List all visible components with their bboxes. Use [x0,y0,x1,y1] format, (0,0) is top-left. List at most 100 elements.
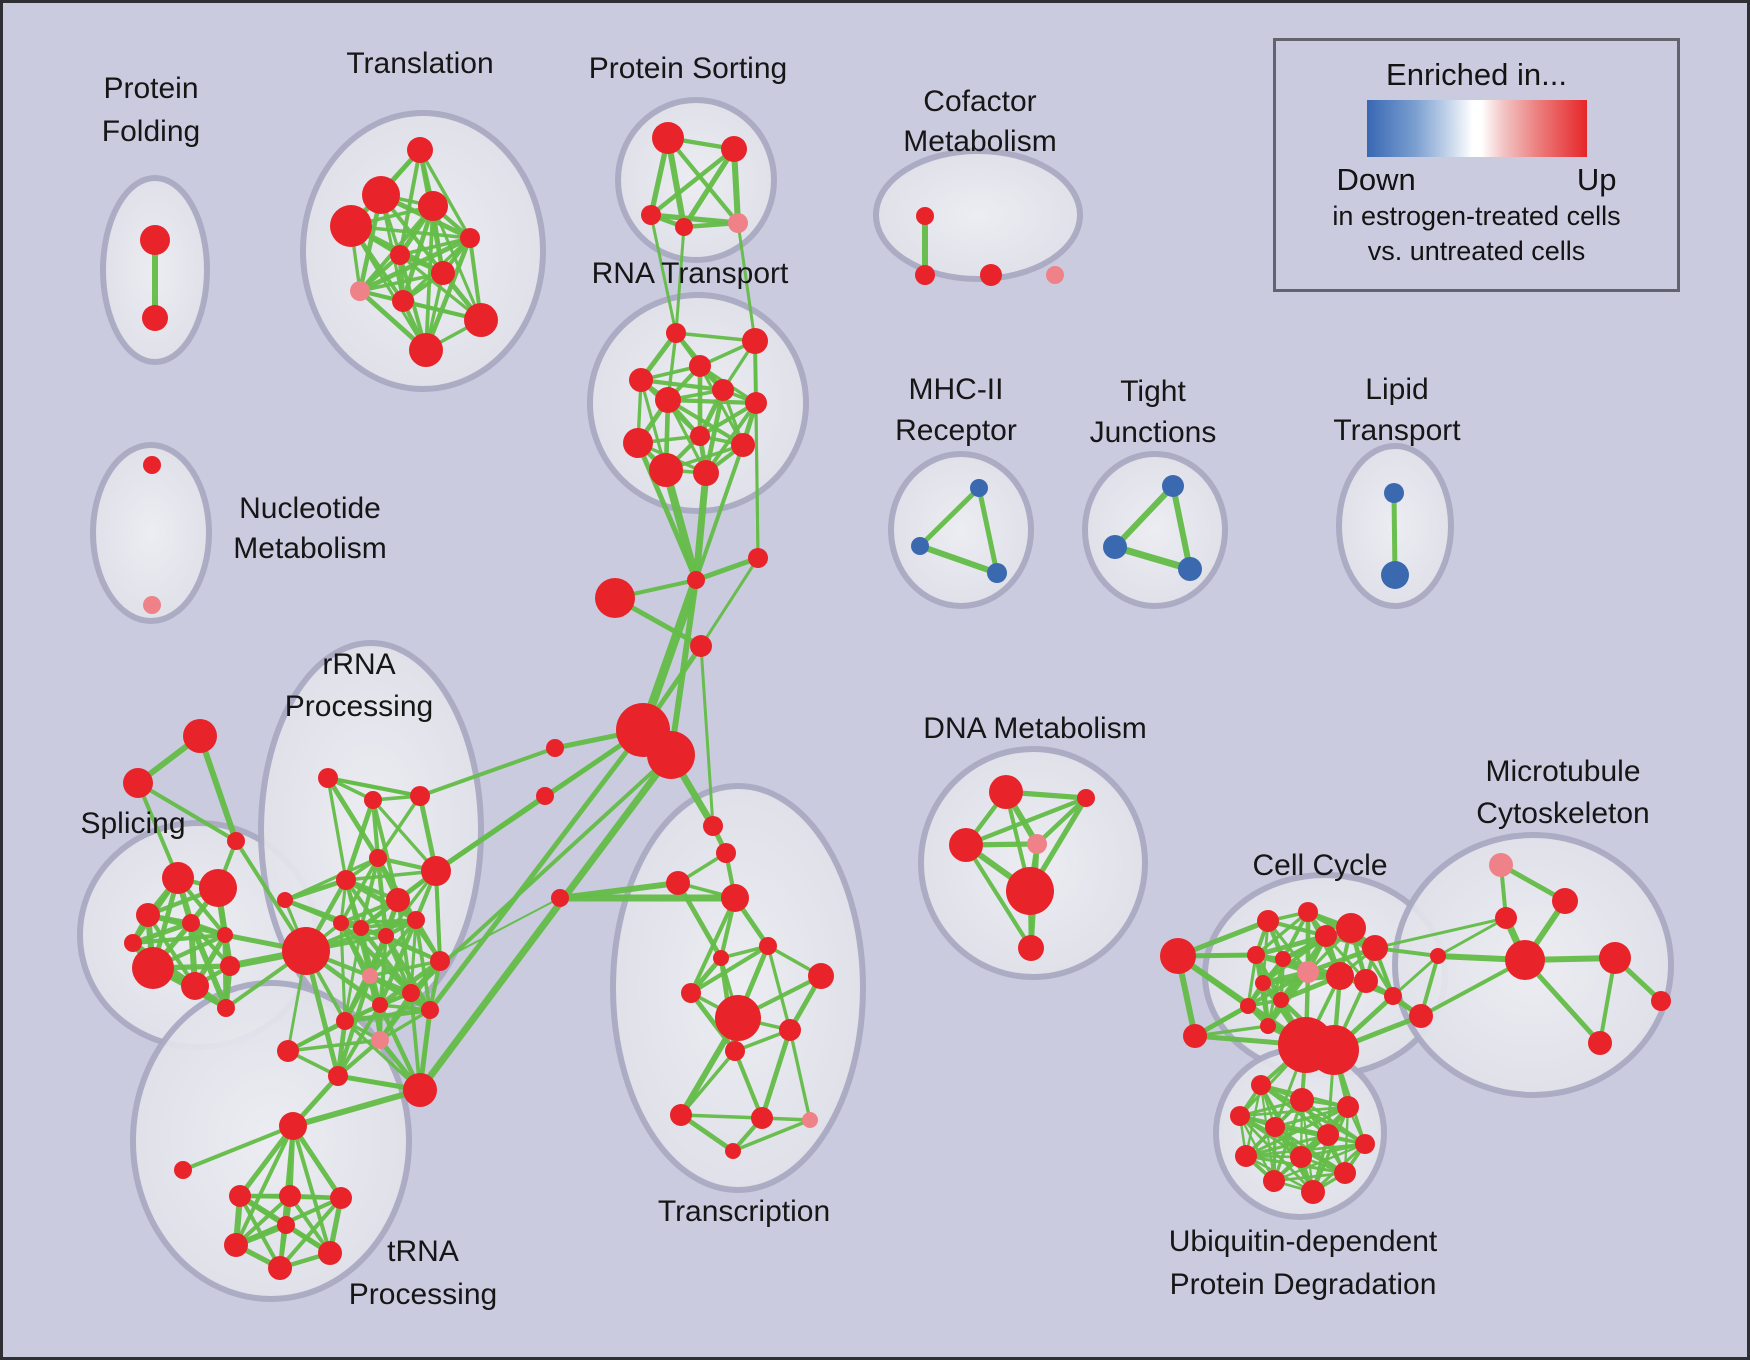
node-rt-6 [745,392,767,414]
graph-link-edge [1391,954,1440,998]
graph-link-edge [290,1087,423,1129]
graph-link-edge [662,466,700,584]
node-tx-0 [716,843,736,863]
graph-edge [1170,483,1193,572]
node-dm-0 [989,775,1023,809]
node-tr-1 [174,1161,192,1179]
cluster-label-sp: Splicing [80,807,185,840]
legend-gradient-bar [1366,100,1587,157]
node-ps-4 [728,213,748,233]
node-ub-2 [1337,1096,1359,1118]
node-rr-4 [336,870,356,890]
graph-edge [336,1003,382,1078]
node-rt-4 [655,387,681,413]
node-rt-1 [742,328,768,354]
graph-edge [759,1027,793,1121]
node-mt-4 [1599,942,1631,974]
graph-link-edge [649,213,678,335]
graph-edge [1193,1024,1270,1038]
node-sp-7 [220,956,240,976]
node-cf-2 [980,264,1002,286]
graph-edge [766,944,792,1032]
graph-edge [689,896,737,995]
graph-edge [963,842,1034,951]
node-tri-1 [123,768,153,798]
node-pf-0 [140,225,170,255]
graph-edge [234,1194,292,1247]
node-rt-2 [689,355,711,377]
graph-edge [238,1194,282,1270]
node-pf-1 [142,305,168,331]
node-rt-0 [666,323,686,343]
node-rr-13 [430,951,450,971]
node-ub-7 [1235,1145,1257,1167]
cluster-label-tl: Translation [346,47,493,80]
cluster-labels: Protein Folding Translation Protein Sorting… [80,47,1649,1311]
graph-link-edge [674,225,686,335]
graph-edge [237,1123,296,1199]
cluster-label-cf: Cofactor Metabolism [903,85,1056,158]
node-ps-0 [652,122,684,154]
node-rr-1 [364,791,382,809]
node-mh-0 [970,479,988,497]
node-cc-16 [1384,987,1402,1005]
node-rr-10 [282,927,330,975]
node-rr-18 [336,1012,354,1030]
node-tj-0 [1162,475,1184,497]
node-cc-3 [1298,902,1318,922]
node-tx-7 [681,983,701,1003]
node-cc-4 [1315,925,1337,947]
cluster-label-mt: Microtubule Cytoskeleton [1476,755,1649,830]
graph-edge [130,920,194,946]
node-lp-1 [1381,561,1409,589]
node-cf-0 [916,207,934,225]
legend-caption-line1: in estrogen-treated cells [1332,201,1621,231]
cluster-ellipse-mh [888,451,1034,609]
node-sp-1 [199,869,237,907]
graph-edge [282,877,349,903]
cluster-label-cc: Cell Cycle [1252,849,1387,882]
node-tx-13 [802,1112,818,1128]
node-cc-0 [1160,938,1196,974]
graph-edge [674,331,757,343]
node-mh-1 [911,537,929,555]
graph-edge [1436,916,1508,958]
cluster-label-rr: rRNA Processing [285,648,433,723]
node-hub-3 [690,635,712,657]
node-rr-8 [353,920,369,936]
node-dm-4 [1006,867,1054,915]
node-cc-1 [1183,1024,1207,1048]
node-rr-7 [407,911,425,929]
graph-edge [349,224,428,352]
node-mt-5 [1651,991,1671,1011]
graph-edge [344,869,438,882]
node-mt-2 [1495,907,1517,929]
graph-edge [326,776,348,882]
node-rr-16 [372,997,388,1013]
node-cc-9 [1297,961,1319,983]
graph-edge [377,958,443,1008]
graph-edge [788,1028,812,1122]
node-lp-0 [1384,483,1404,503]
graph-link-edge [418,746,557,798]
graph-edge [917,543,1000,576]
node-sp-3 [182,914,200,932]
node-tr-4 [330,1187,352,1209]
graph-edge [1273,1105,1350,1129]
graph-link-edge [1373,916,1508,950]
node-cc-15 [1260,1018,1276,1034]
node-cc-13 [1273,992,1289,1008]
cluster-label-ub: Ubiquitin-dependent Protein Degradation [1169,1225,1438,1301]
node-tx-11 [670,1104,692,1126]
node-hub-2 [748,548,768,568]
cluster-label-ps: Protein Sorting [589,52,787,85]
node-mt-6 [1588,1031,1612,1055]
node-cc-10 [1326,962,1354,990]
node-rr-3 [369,849,387,867]
node-tr-7 [268,1256,292,1280]
graph-edge [357,235,473,294]
node-dm-3 [1027,834,1047,854]
cluster-label-tx: Transcription [658,1195,830,1228]
node-mt-1 [1552,888,1578,914]
node-sp-0 [162,862,194,894]
